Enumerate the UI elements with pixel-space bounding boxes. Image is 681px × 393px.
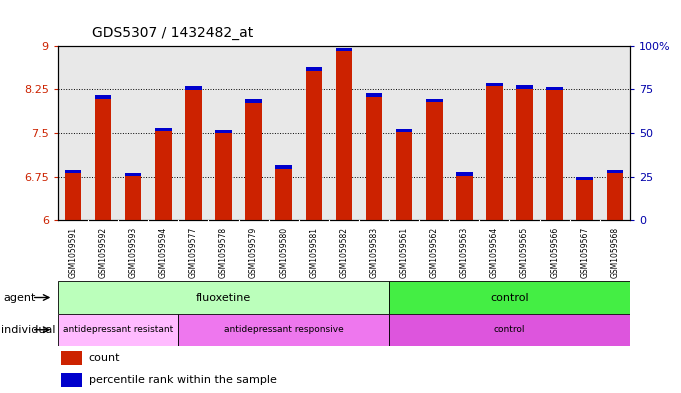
Text: GSM1059579: GSM1059579 [249,226,258,278]
Bar [389,314,630,346]
Text: GDS5307 / 1432482_at: GDS5307 / 1432482_at [92,26,253,40]
Bar [546,87,563,90]
Text: GSM1059578: GSM1059578 [219,226,228,278]
Bar [275,167,292,220]
Bar [245,99,262,103]
Bar [65,171,81,220]
Bar [426,100,443,220]
Bar [516,87,533,220]
Text: GSM1059564: GSM1059564 [490,226,499,278]
Bar [456,174,473,220]
Bar [95,95,111,99]
Text: individual: individual [1,325,55,335]
Text: agent: agent [3,292,36,303]
Bar [58,314,178,346]
Bar [275,165,292,169]
Bar [389,281,630,314]
Bar [577,178,593,220]
Bar [215,130,232,133]
Bar [58,281,389,314]
Bar [607,171,623,220]
Bar [336,50,352,220]
Text: antidepressant resistant: antidepressant resistant [63,325,173,334]
Bar [125,174,142,220]
Text: antidepressant responsive: antidepressant responsive [224,325,344,334]
Text: control: control [494,325,525,334]
Bar [65,170,81,173]
Bar [215,131,232,220]
Text: fluoxetine: fluoxetine [196,292,251,303]
Text: GSM1059563: GSM1059563 [460,226,469,278]
Bar [155,128,172,131]
Bar [306,67,322,71]
Bar [607,170,623,173]
Text: GSM1059562: GSM1059562 [430,226,439,278]
Text: percentile rank within the sample: percentile rank within the sample [89,375,276,385]
Text: count: count [89,353,121,363]
Text: control: control [490,292,529,303]
Bar [456,172,473,176]
Bar [185,88,202,220]
Bar [426,99,443,102]
Bar [125,173,142,176]
Bar [486,84,503,220]
Text: GSM1059580: GSM1059580 [279,226,288,278]
Text: GSM1059592: GSM1059592 [99,226,108,278]
Bar [306,69,322,220]
Bar [155,130,172,220]
Text: GSM1059566: GSM1059566 [550,226,559,278]
Bar [546,89,563,220]
Text: GSM1059583: GSM1059583 [370,226,379,278]
Bar [95,97,111,220]
Text: GSM1059591: GSM1059591 [68,226,78,278]
Bar [185,86,202,90]
Text: GSM1059593: GSM1059593 [129,226,138,278]
Bar [366,95,382,220]
Text: GSM1059561: GSM1059561 [400,226,409,278]
Text: GSM1059582: GSM1059582 [339,226,349,277]
Text: GSM1059594: GSM1059594 [159,226,168,278]
Bar [61,373,82,387]
Bar [366,94,382,97]
Bar [178,314,389,346]
Bar [336,48,352,51]
Bar [516,85,533,89]
Bar [577,177,593,180]
Bar [396,131,413,220]
Text: GSM1059568: GSM1059568 [610,226,620,278]
Bar [61,351,82,365]
Text: GSM1059581: GSM1059581 [309,226,318,277]
Bar [486,83,503,86]
Text: GSM1059565: GSM1059565 [520,226,529,278]
Bar [396,129,413,132]
Text: GSM1059577: GSM1059577 [189,226,198,278]
Bar [245,101,262,220]
Text: GSM1059567: GSM1059567 [580,226,589,278]
